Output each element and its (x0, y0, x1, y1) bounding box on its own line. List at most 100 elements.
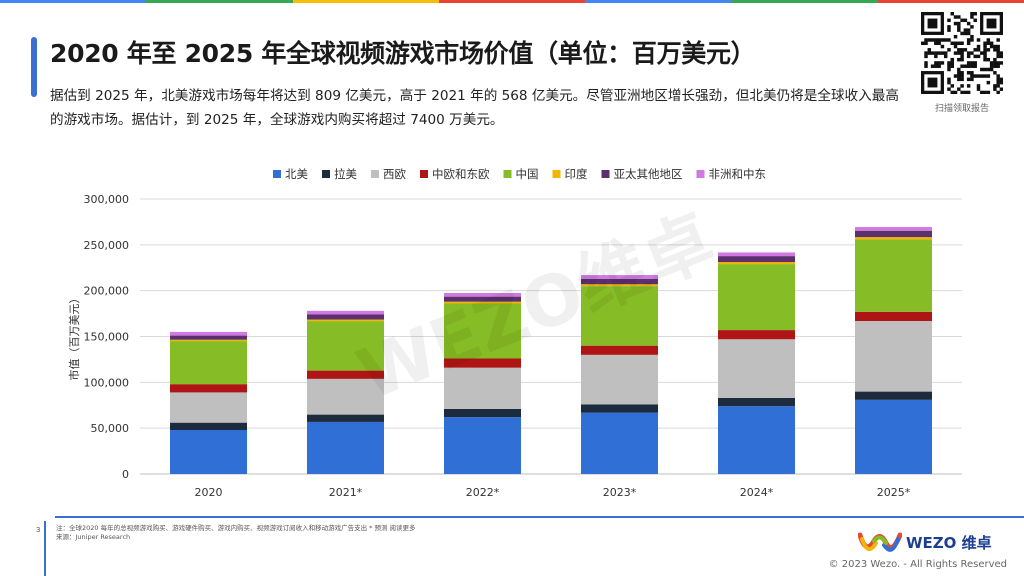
bar-segment (307, 319, 384, 322)
topbar-seg (0, 0, 147, 3)
wezo-logo-icon (858, 532, 902, 552)
x-tick-label: 2024* (740, 486, 774, 499)
bar-segment (170, 331, 247, 336)
bar-segment (444, 358, 521, 368)
legend-swatch (371, 170, 379, 178)
bar-segment (170, 422, 247, 430)
bar-segment (581, 345, 658, 355)
x-tick-label: 2025* (877, 486, 911, 499)
bar-segment (581, 354, 658, 405)
bar-segment (170, 341, 247, 385)
brand-logo: WEZO 维卓 (858, 529, 992, 555)
bar-segment (581, 404, 658, 413)
legend-label: 中欧和东欧 (432, 167, 490, 181)
bar-segment (581, 412, 658, 474)
y-tick-label: 150,000 (84, 331, 130, 344)
bar-segment (170, 392, 247, 423)
footer-divider (55, 516, 1024, 518)
footnote: 注：全球2020 每年的总视频游戏购买、游戏硬件购买、游戏内购买、视频游戏订阅收… (56, 524, 416, 542)
bar-segment (581, 275, 658, 279)
bar-segment (444, 292, 521, 297)
bar-segment (718, 397, 795, 407)
legend-label: 西欧 (383, 167, 406, 181)
legend-swatch (503, 170, 512, 178)
x-tick-label: 2021* (329, 486, 363, 499)
x-tick-label: 2023* (603, 486, 637, 499)
x-tick-label: 2022* (466, 486, 500, 499)
bar-segment (855, 399, 932, 474)
bar-segment (855, 391, 932, 400)
bar-segment (444, 408, 521, 418)
topbar-seg (146, 0, 293, 3)
top-color-bar (0, 0, 1024, 3)
bar-segment (444, 301, 521, 304)
page-line (44, 521, 46, 576)
legend-swatch (273, 170, 281, 178)
legend-label: 非洲和中东 (709, 167, 767, 181)
topbar-seg (877, 0, 1024, 3)
y-tick-label: 50,000 (91, 422, 130, 435)
bar-segment (444, 303, 521, 359)
bar-segment (855, 321, 932, 392)
bar-segment (444, 417, 521, 474)
qr-caption: 扫描领取报告 (934, 104, 989, 114)
legend-label: 拉美 (334, 167, 357, 181)
bar-segment (307, 321, 384, 371)
legend-swatch (552, 170, 561, 178)
legend-label: 中国 (516, 167, 539, 181)
y-tick-label: 300,000 (84, 193, 130, 206)
bar-segment (581, 278, 658, 285)
bar-segment (307, 421, 384, 474)
y-tick-label: 250,000 (84, 239, 130, 252)
bar-segment (444, 296, 521, 302)
topbar-seg (438, 0, 586, 3)
bar-segment (855, 239, 932, 312)
y-axis-label: 市值（百万美元） (67, 293, 81, 381)
bar-segment (855, 237, 932, 240)
y-tick-label: 200,000 (84, 285, 130, 298)
stacked-bar-chart: 0 50,000 100,000 150,000 200,000 250,000 300,0… (67, 167, 962, 499)
bar-segment (718, 264, 795, 331)
topbar-seg (731, 0, 878, 3)
topbar-seg (292, 0, 439, 3)
bar-segment (170, 339, 247, 342)
bar-segment (307, 414, 384, 422)
bar-segment (170, 384, 247, 393)
title-accent-bar (31, 37, 37, 97)
bar-segment (855, 230, 932, 238)
page-title: 2020 年至 2025 年全球视频游戏市场价值（单位：百万美元） (50, 39, 756, 68)
bar-segment (718, 406, 795, 474)
brand-name: WEZO 维卓 (906, 533, 992, 552)
bar-segment (718, 330, 795, 340)
topbar-seg (585, 0, 732, 3)
bar-segment (444, 367, 521, 409)
legend-label: 印度 (565, 167, 588, 181)
legend-swatch (601, 170, 610, 178)
bar-segment (307, 378, 384, 415)
legend-swatch (322, 170, 330, 178)
y-tick-label: 0 (122, 468, 129, 481)
bar-segment (581, 284, 658, 287)
watermark: WEZO维卓 (347, 199, 726, 416)
footnote-note: 注：全球2020 每年的总视频游戏购买、游戏硬件购买、游戏内购买、视频游戏订阅收… (56, 524, 416, 532)
bar-segment (307, 370, 384, 379)
page-number: 3 (36, 526, 41, 534)
legend-swatch (696, 170, 705, 178)
footnote-source: 来源：Juniper Research (56, 533, 131, 541)
bar-segment (718, 252, 795, 257)
bar-segment (307, 314, 384, 320)
x-tick-label: 2020 (195, 486, 223, 499)
bar-segment (307, 310, 384, 315)
bar-segment (718, 262, 795, 265)
y-tick-label: 100,000 (84, 376, 130, 389)
bar-segment (855, 311, 932, 322)
bar-segment (170, 430, 247, 474)
legend-swatch (420, 170, 428, 178)
bar-segment (170, 335, 247, 340)
legend-label: 北美 (285, 167, 308, 181)
bar-segment (855, 227, 932, 231)
bar-segment (581, 286, 658, 346)
qr-code-icon[interactable] (921, 12, 1003, 94)
copyright-text: © 2023 Wezo. - All Rights Reserved (828, 559, 1007, 570)
bar-segment (718, 339, 795, 398)
